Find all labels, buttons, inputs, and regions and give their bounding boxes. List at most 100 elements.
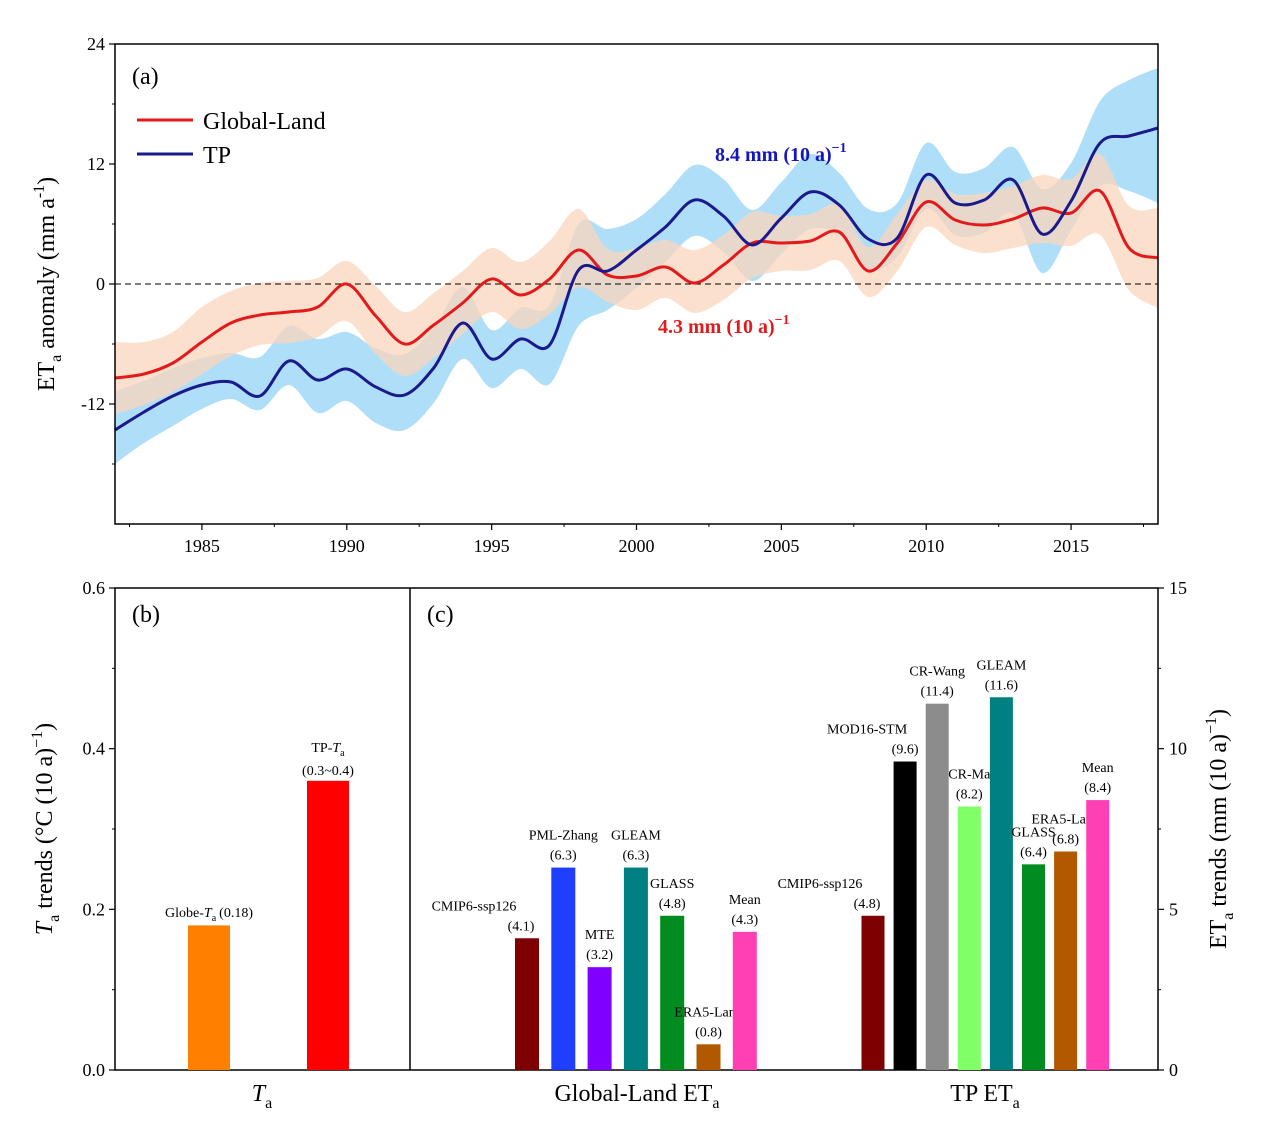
bar-name-tp-era5-land: ERA5-Land [1031, 812, 1099, 827]
b-y-tick-label-0.6: 0.6 [83, 578, 106, 598]
annotation-gl-value: 4.3 [658, 316, 683, 338]
bar-tp-gleam [989, 697, 1013, 1070]
group-label-tp: TP ETa [950, 1081, 1020, 1112]
panel-c-bars: CMIP6-ssp126 (4.1) PML-Zhang (6.3) MTE (3.2) G… [432, 658, 1114, 1070]
bar-name-tp-cr-ma: CR-Ma [948, 768, 991, 783]
bar-label-globe-ta: Globe-Ta (0.18) [165, 906, 253, 924]
group-label-global-land: Global-Land ETa [554, 1081, 719, 1112]
c-y-tick-label-10: 10 [1169, 739, 1187, 759]
bar-tp-era5-land [1054, 851, 1078, 1070]
x-tick-label-2005: 2005 [763, 536, 799, 556]
x-tick-label-1990: 1990 [329, 536, 365, 556]
y-tick-label--12: -12 [81, 394, 105, 414]
bar-tp-ta [307, 780, 349, 1070]
bar-value-tp-cr-wang: (11.4) [921, 685, 955, 700]
bar-value-global-era5-land: (0.8) [695, 1025, 722, 1040]
ylabel-b-T: T [32, 920, 58, 935]
panel-bc-bar-charts: 0.0 0.2 0.4 0.6 0 5 10 15 CMIP6-ssp126 (4.1) PML… [29, 578, 1237, 1112]
panel-c-label: (c) [427, 602, 454, 628]
group-tp-sub: a [1013, 1095, 1020, 1112]
y-tick-label-12: 12 [87, 154, 105, 174]
annotation-tp-trend: 8.4 mm (10 a)−1 [715, 141, 847, 166]
series-lines [114, 126, 1159, 432]
bar-name-global-mte: MTE [585, 928, 615, 943]
bar-name-tp-glass: GLASS [1011, 825, 1055, 840]
ylabel-c-end: ) [1206, 709, 1232, 717]
bar-globe-ta [188, 925, 230, 1070]
c-y-tick-label-5: 5 [1169, 899, 1178, 919]
bar-name-tp-cmip6-ssp126: CMIP6-ssp126 [778, 877, 863, 892]
bar-value-tp-cr-ma: (8.2) [956, 788, 983, 803]
tp-ta-name: TP- [311, 741, 332, 756]
bar-global-era5-land [696, 1044, 721, 1070]
bar-label-tp-ta: TP-Ta [311, 741, 345, 759]
bar-name-global-era5-land: ERA5-Land [674, 1005, 742, 1020]
bar-name-tp-cr-wang: CR-Wang [909, 665, 965, 680]
bar-value-tp-mod16-stm: (9.6) [892, 743, 919, 758]
bar-name-global-cmip6-ssp126: CMIP6-ssp126 [432, 899, 517, 914]
bar-name-global-mean: Mean [729, 893, 761, 908]
x-axis-ticks: 1985 1990 1995 2000 2005 2010 2015 [128, 524, 1145, 556]
x-tick-label-1995: 1995 [474, 536, 510, 556]
annotation-gl-trend: 4.3 mm (10 a)−1 [658, 313, 790, 338]
ylabel-c-sub: a [1220, 913, 1237, 920]
tp-ta-T: T [332, 741, 341, 756]
panel-b-label: (b) [132, 602, 160, 628]
x-tick-label-2015: 2015 [1053, 536, 1089, 556]
xlabel-b-T: T [252, 1081, 267, 1107]
y-axis-ticks: -12 0 12 24 [81, 34, 115, 465]
bar-value-global-mte: (3.2) [586, 948, 613, 963]
annotation-tp-value: 8.4 [715, 144, 740, 166]
panel-c-ylabel: ETa trends (mm (10 a)−1) [1203, 709, 1237, 949]
bar-global-gleam [623, 867, 648, 1070]
ylabel-c-main: ET [1206, 919, 1232, 949]
ylabel-a-sup: -1 [31, 185, 48, 198]
bar-value-tp-ta: (0.3~0.4) [302, 764, 354, 779]
annotation-tp-sup: −1 [832, 141, 847, 156]
bar-value-tp-era5-land: (6.8) [1052, 832, 1079, 847]
bar-value-global-mean: (4.3) [731, 913, 758, 928]
bar-name-global-pml-zhang: PML-Zhang [529, 829, 598, 844]
bar-tp-cr-wang [925, 703, 949, 1070]
x-tick-label-1985: 1985 [184, 536, 220, 556]
bar-name-global-gleam: GLEAM [611, 829, 661, 844]
panel-a-line-chart: 1985 1990 1995 2000 2005 2010 2015 -12 0 12 24 (a… [31, 34, 1159, 556]
bar-value-tp-glass: (6.4) [1020, 845, 1047, 860]
bar-name-tp-mod16-stm: MOD16-STM [827, 723, 908, 738]
y-tick-label-24: 24 [87, 34, 105, 54]
bar-name-global-glass: GLASS [650, 877, 694, 892]
bar-tp-mean [1086, 800, 1110, 1070]
bar-value-tp-cmip6-ssp126: (4.8) [854, 897, 881, 912]
ylabel-a-main: ET [34, 362, 60, 392]
c-y-tick-label-0: 0 [1169, 1060, 1178, 1080]
ylabel-b-sup: −1 [29, 731, 46, 748]
annotation-tp-unit: mm (10 a) [740, 144, 832, 166]
b-y-tick-label-0.4: 0.4 [83, 739, 106, 759]
ylabel-b-sub: a [46, 915, 63, 922]
line-global-land [114, 188, 1159, 380]
panel-b-xlabel: Ta [252, 1081, 272, 1112]
ylabel-c-sup: −1 [1203, 717, 1220, 734]
bar-name-tp-gleam: GLEAM [977, 658, 1027, 673]
bar-global-pml-zhang [551, 867, 576, 1070]
c-y-tick-label-15: 15 [1169, 578, 1187, 598]
x-tick-label-2010: 2010 [908, 536, 944, 556]
bar-global-mean [732, 931, 757, 1070]
ylabel-b-end: ) [32, 723, 58, 731]
group-global-main: Global-Land ET [554, 1081, 712, 1107]
ylabel-a-end: ) [34, 177, 60, 185]
bar-name-tp-mean: Mean [1082, 761, 1114, 776]
bar-value-tp-mean: (8.4) [1084, 781, 1111, 796]
bar-global-mte [587, 967, 612, 1070]
ylabel-a-rest: anomaly (mm a [34, 198, 60, 355]
b-y-tick-label-0.2: 0.2 [83, 899, 106, 919]
y-tick-label-0: 0 [96, 274, 105, 294]
b-y-tick-label-0.0: 0.0 [83, 1060, 106, 1080]
panel-a-ylabel: ETa anomaly (mm a-1) [31, 177, 65, 391]
bar-tp-cr-ma [957, 806, 981, 1070]
globe-ta-sub: a [212, 913, 217, 924]
annotation-gl-unit: mm (10 a) [683, 316, 775, 338]
legend-label-global-land: Global-Land [203, 109, 326, 135]
tp-ta-sub: a [340, 748, 345, 759]
